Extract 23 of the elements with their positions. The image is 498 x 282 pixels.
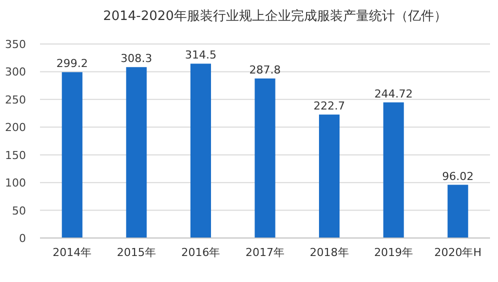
y-tick-label: 0 — [19, 232, 26, 245]
y-tick-label: 100 — [5, 176, 26, 190]
data-label: 314.5 — [184, 48, 216, 62]
title: 2014-2020年服装行业规上企业完成服装产量统计（亿件） — [103, 9, 447, 24]
data-label: 222.7 — [314, 100, 346, 113]
x-tick-label: 2018年 — [310, 246, 349, 259]
x-tick-label: 2017年 — [246, 246, 284, 259]
data-label: 299.2 — [56, 57, 88, 70]
y-tick-label: 250 — [5, 93, 26, 106]
data-label: 287.8 — [249, 63, 281, 76]
x-tick-label: 2019年 — [374, 246, 414, 259]
y-tick-label: 50 — [12, 204, 26, 218]
y-tick-label: 350 — [5, 38, 26, 51]
data-label: 308.3 — [120, 52, 152, 66]
data-label: 244.72 — [374, 87, 413, 100]
y-tick-label: 200 — [5, 121, 26, 134]
x-tick-label: 2014年 — [52, 246, 92, 259]
y-tick-label: 300 — [5, 66, 26, 79]
y-tick-label: 150 — [5, 148, 26, 162]
data-label: 96.02 — [442, 170, 474, 183]
x-tick-label: 2016年 — [181, 246, 220, 259]
x-tick-label: 2020年H — [434, 246, 482, 259]
x-tick-label: 2015年 — [116, 246, 156, 259]
